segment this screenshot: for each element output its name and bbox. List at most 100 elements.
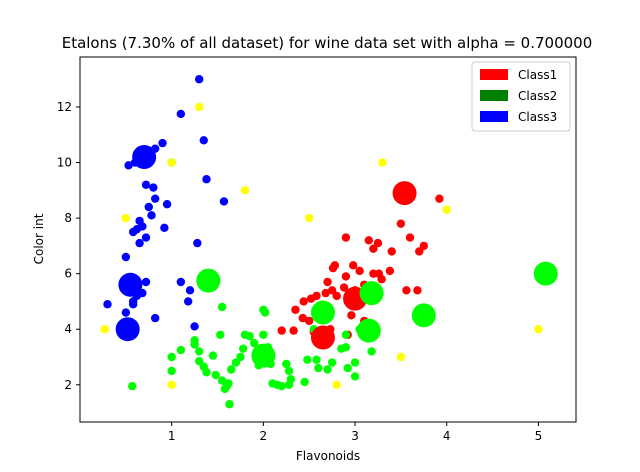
class3-point: [176, 277, 186, 287]
highlight-point: [442, 205, 451, 214]
highlight-point: [534, 325, 543, 334]
class1-point: [377, 275, 386, 284]
class3-point: [121, 252, 131, 262]
class1-point: [330, 261, 340, 270]
class3-point: [128, 227, 138, 237]
highlight-point: [396, 352, 406, 362]
x-tick-label: 2: [260, 429, 268, 443]
class2-point: [217, 376, 227, 385]
class1-point: [349, 261, 358, 270]
class1-point: [339, 283, 349, 292]
class2-point: [300, 377, 309, 387]
class1-point: [298, 313, 307, 323]
class3-point: [138, 222, 147, 231]
class1-etalon-marker: [310, 325, 335, 350]
class2-point: [216, 330, 225, 339]
class3-point: [128, 300, 138, 309]
class2-etalon-marker: [533, 261, 558, 286]
class1-point: [369, 244, 378, 253]
class2-point: [167, 352, 176, 362]
legend-label-class3: Class3: [518, 110, 557, 124]
class3-point: [141, 180, 151, 189]
class2-point: [314, 363, 323, 373]
class1-point: [373, 238, 383, 248]
class2-point: [202, 368, 211, 377]
highlight-point: [378, 158, 387, 167]
class1-point: [289, 326, 298, 335]
class3-point: [121, 308, 131, 317]
class1-point: [341, 272, 351, 281]
class3-point: [149, 183, 158, 192]
class3-point: [150, 194, 160, 203]
x-tick-label: 5: [535, 429, 543, 443]
class2-point: [350, 358, 360, 367]
class2-point: [367, 347, 376, 356]
y-tick-label: 10: [57, 156, 72, 170]
class3-point: [183, 297, 193, 306]
class1-point: [415, 247, 424, 256]
class1-point: [396, 219, 406, 228]
legend-swatch-class3: [480, 111, 508, 122]
plot-frame: [79, 56, 577, 423]
class1-point: [341, 233, 351, 242]
class2-point: [341, 343, 351, 352]
class3-point: [135, 238, 144, 248]
class1-point: [355, 266, 364, 276]
class3-point: [124, 161, 133, 170]
class1-point: [402, 286, 411, 295]
class1-point: [387, 247, 396, 256]
class1-point: [332, 291, 341, 301]
legend-label-class1: Class1: [518, 68, 557, 82]
class2-point: [190, 336, 199, 345]
class2-point: [208, 351, 218, 360]
class2-etalon-marker: [251, 343, 276, 368]
legend: Class1 Class2 Class3: [471, 61, 571, 132]
class2-point: [284, 380, 294, 389]
x-axis-label: Flavonoids: [296, 449, 360, 463]
class2-point: [225, 400, 234, 409]
class1-point: [323, 277, 332, 287]
class2-point: [217, 302, 227, 312]
class1-point: [277, 326, 286, 335]
class2-point: [211, 370, 220, 380]
highlight-point: [305, 213, 314, 223]
class1-point: [405, 233, 415, 242]
class2-point: [245, 331, 254, 341]
x-tick-label: 4: [443, 429, 451, 443]
class1-point: [385, 266, 395, 276]
x-tick-label: 1: [168, 429, 176, 443]
y-tick-label: 2: [64, 378, 72, 392]
class2-point: [284, 366, 294, 376]
class2-point: [259, 330, 268, 339]
class2-point: [343, 363, 352, 373]
class2-point: [327, 358, 337, 367]
class3-point: [190, 322, 199, 331]
class1-point: [291, 305, 300, 314]
class3-point: [202, 175, 211, 184]
highlight-point: [332, 380, 341, 389]
y-axis: 2 4 6 8 10 12: [57, 100, 80, 392]
class3-point: [194, 75, 204, 84]
class1-point: [419, 241, 429, 251]
class3-etalon-marker: [118, 272, 143, 297]
class3-point: [176, 109, 186, 119]
class3-etalon-marker: [115, 317, 140, 342]
class2-point: [194, 347, 204, 356]
class1-point: [305, 316, 314, 326]
class2-point: [231, 358, 241, 367]
legend-swatch-class2: [480, 90, 508, 101]
class2-point: [323, 365, 332, 374]
y-tick-label: 6: [64, 267, 72, 281]
class1-point: [364, 236, 373, 245]
class2-point: [277, 381, 286, 391]
class2-point: [350, 372, 360, 381]
highlight-point: [194, 102, 204, 112]
y-tick-label: 12: [57, 100, 72, 114]
class2-point: [282, 359, 291, 369]
highlight-point: [167, 158, 176, 167]
class3-point: [103, 300, 112, 309]
y-tick-label: 8: [64, 211, 72, 225]
points-layer: [100, 75, 558, 409]
class3-point: [162, 200, 172, 209]
